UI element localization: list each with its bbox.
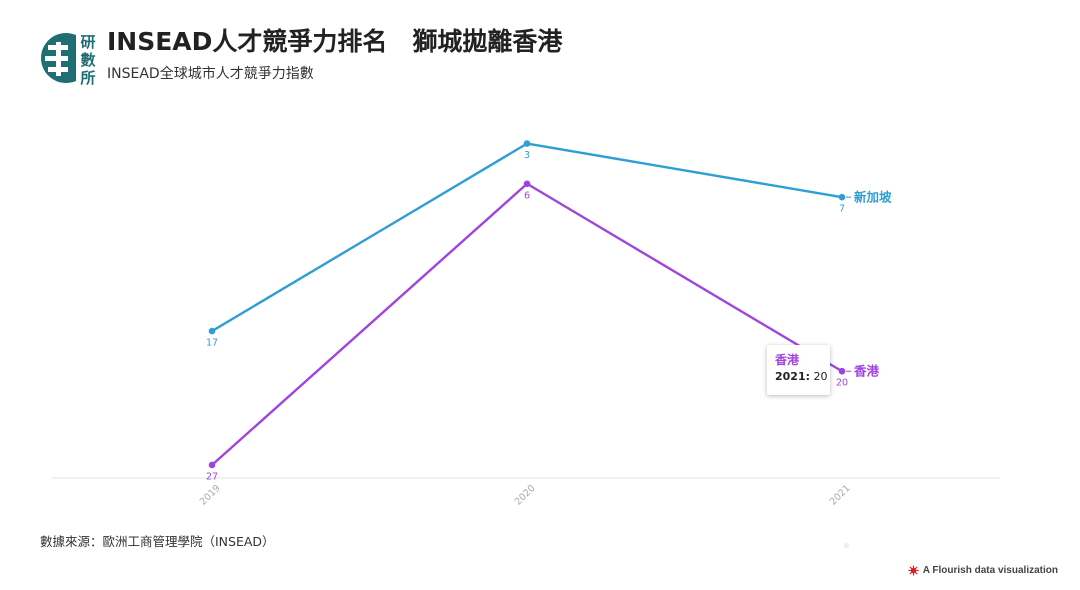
data-point[interactable] xyxy=(523,180,531,188)
data-point[interactable] xyxy=(838,193,846,201)
x-tick-label: 2019 xyxy=(198,483,223,508)
data-label: 17 xyxy=(206,338,218,349)
x-tick-label: 2021 xyxy=(828,483,853,508)
chart-subtitle: INSEAD全球城市人才競爭力指數 xyxy=(107,66,314,82)
source-note: 數據來源：歐洲工商管理學院（INSEAD） xyxy=(40,534,275,549)
flourish-logo-icon xyxy=(908,565,919,576)
chart-title: INSEAD人才競爭力排名 獅城拋離香港 xyxy=(107,27,563,56)
series-label: 香港 xyxy=(853,364,880,379)
decorative-dot xyxy=(844,543,849,548)
data-label: 6 xyxy=(524,190,530,201)
series-line xyxy=(211,142,843,333)
logo-char-2: 數 xyxy=(80,51,95,69)
x-tick-label: 2020 xyxy=(513,483,538,508)
data-point[interactable] xyxy=(208,461,216,469)
tooltip-year: 2021: xyxy=(775,370,811,383)
tooltip: 香港 2021: 20 xyxy=(767,345,830,395)
tooltip-value: 20 xyxy=(813,370,828,383)
tooltip-row: 2021: 20 xyxy=(775,368,828,386)
data-point[interactable] xyxy=(523,140,531,147)
tooltip-series-name: 香港 xyxy=(775,353,800,367)
flourish-credit[interactable]: A Flourish data visualization xyxy=(908,565,1058,576)
data-label: 3 xyxy=(524,150,530,161)
logo-char-3: 所 xyxy=(80,69,95,87)
data-point[interactable] xyxy=(208,327,216,335)
data-label: 7 xyxy=(839,204,845,215)
data-label: 27 xyxy=(206,471,218,482)
logo: 研 數 所 xyxy=(41,30,100,87)
logo-char-1: 研 xyxy=(80,33,95,51)
series-line xyxy=(211,182,843,466)
data-label: 20 xyxy=(836,378,848,389)
series-label: 新加坡 xyxy=(854,190,892,205)
data-point[interactable] xyxy=(838,367,846,375)
credit-text: A Flourish data visualization xyxy=(922,565,1058,576)
